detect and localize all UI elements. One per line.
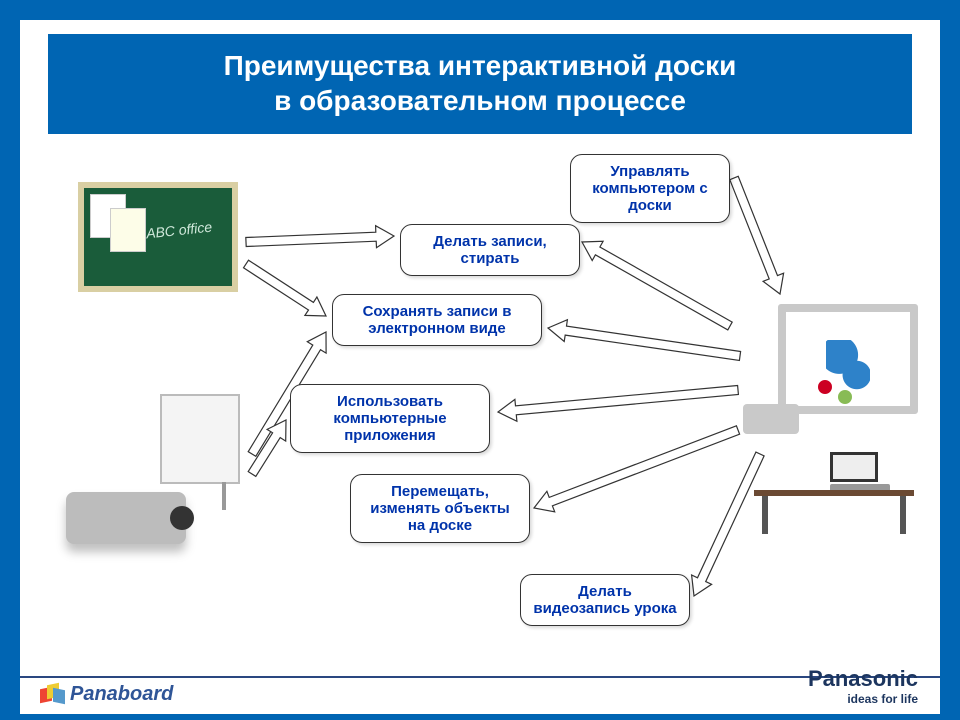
arrow-3	[248, 420, 286, 476]
slide-root: Преимущества интерактивной доски в образ…	[20, 34, 940, 714]
node-n4: Использовать компьютерные приложения	[290, 384, 490, 453]
title-line-2: в образовательном процессе	[274, 85, 686, 116]
chalkboard-image: ABC office	[78, 182, 238, 292]
arrow-6	[548, 320, 741, 361]
node-n2: Делать записи, стирать	[400, 224, 580, 276]
interactive-whiteboard-image	[743, 304, 918, 534]
node-n1: Управлять компьютером с доски	[570, 154, 730, 223]
title-line-1: Преимущества интерактивной доски	[224, 50, 737, 81]
node-n3: Сохранять записи в электронном виде	[332, 294, 542, 346]
panasonic-tagline: ideas for life	[808, 692, 918, 706]
diagram-canvas: ABC office Управлять компьютером с доски…	[20, 134, 940, 694]
projector-image	[60, 394, 250, 544]
panaboard-logo-icon	[40, 684, 64, 706]
panasonic-text: Panasonic	[808, 666, 918, 692]
panaboard-text: Panaboard	[70, 683, 173, 706]
brand-left: Panaboard	[40, 683, 173, 706]
arrow-4	[582, 241, 732, 330]
chalkboard-caption: ABC office	[145, 219, 212, 242]
arrow-0	[246, 226, 394, 248]
node-n5: Перемещать, изменять объекты на доске	[350, 474, 530, 543]
footer-underline	[20, 676, 940, 678]
arrow-8	[534, 426, 740, 512]
arrow-7	[498, 386, 738, 422]
arrow-5	[730, 176, 784, 294]
arrow-1	[244, 260, 327, 316]
title-bar: Преимущества интерактивной доски в образ…	[48, 34, 912, 134]
node-n6: Делать видеозапись урока	[520, 574, 690, 626]
brand-right: Panasonic ideas for life	[808, 666, 918, 706]
